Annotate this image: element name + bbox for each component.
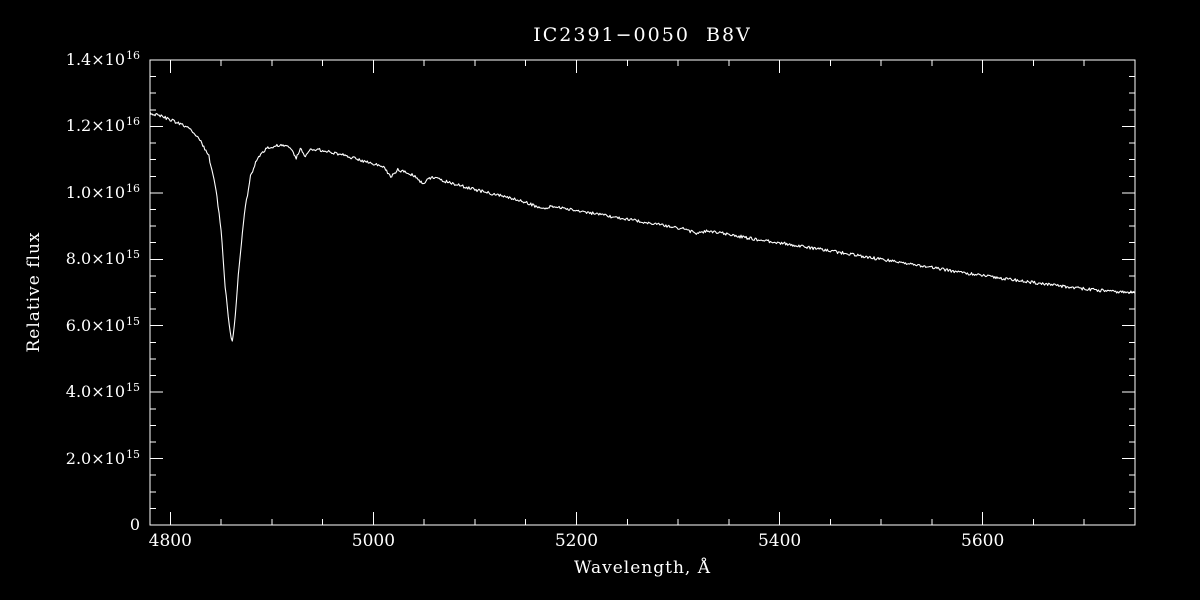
spectrum-line xyxy=(149,111,1136,342)
x-tick-label: 4800 xyxy=(148,531,192,551)
y-tick-label: 0 xyxy=(129,515,140,534)
y-tick-label: 1.4×1016 xyxy=(65,49,140,69)
y-tick-label: 1.2×1016 xyxy=(65,115,140,136)
y-tick-label: 2.0×1015 xyxy=(65,447,140,468)
y-tick-label: 6.0×1015 xyxy=(65,314,140,335)
x-tick-label: 5600 xyxy=(961,531,1005,551)
plot-box xyxy=(149,59,1136,526)
x-tick-label: 5200 xyxy=(554,531,599,551)
y-tick-label: 1.0×1016 xyxy=(65,181,140,202)
x-tick-label: 5000 xyxy=(351,531,396,551)
y-tick-label: 8.0×1015 xyxy=(65,248,140,269)
x-tick-label: 5400 xyxy=(757,531,802,551)
y-tick-label: 4.0×1015 xyxy=(65,381,140,402)
chart-title: IC2391−0050 B8V xyxy=(533,24,752,46)
x-axis-label: Wavelength, Å xyxy=(574,558,711,578)
